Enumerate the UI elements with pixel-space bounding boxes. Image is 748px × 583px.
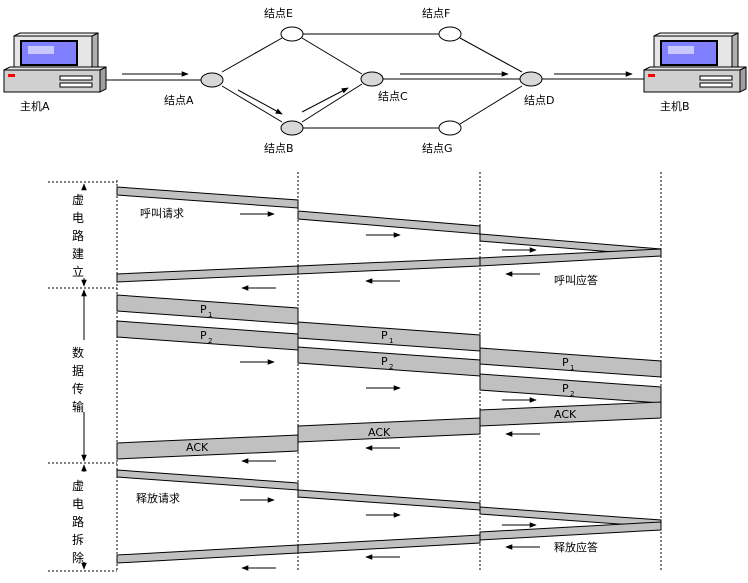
svg-text:数: 数 [72, 345, 84, 360]
svg-text:据: 据 [72, 364, 84, 378]
svg-text:2: 2 [389, 363, 393, 371]
ack-arrows [241, 431, 540, 464]
host-b-computer-icon [643, 32, 747, 93]
svg-text:1: 1 [570, 364, 574, 372]
node-a-label: 结点A [164, 94, 194, 107]
phase-separators [48, 181, 117, 572]
svg-text:建: 建 [72, 247, 84, 261]
node-b [280, 120, 304, 136]
packet-p1-bands [116, 294, 662, 378]
ack-label-1: ACK [186, 441, 209, 454]
packet-p1-label-1: P 1 [200, 303, 212, 319]
node-d-label: 结点D [524, 94, 554, 107]
station-lines [116, 172, 662, 572]
svg-text:电: 电 [72, 211, 84, 225]
call-accept-arrows [241, 271, 540, 291]
phase-label-transfer: 数 据 传 输 [72, 345, 84, 414]
svg-text:除: 除 [72, 550, 84, 565]
node-b-label: 结点B [264, 142, 294, 155]
svg-text:2: 2 [208, 337, 212, 345]
svg-text:P: P [200, 303, 207, 316]
node-c-label: 结点C [378, 90, 408, 103]
call-request-arrows [240, 211, 537, 253]
topology-flow-arrows [122, 71, 633, 115]
phase-label-teardown: 虚 电 路 拆 除 [72, 479, 84, 565]
host-b-label: 主机B [660, 99, 690, 113]
svg-text:路: 路 [72, 514, 84, 529]
release-accept-arrows [241, 544, 540, 571]
node-g [438, 120, 462, 136]
ack-label-3: ACK [554, 408, 577, 421]
release-accept-label: 释放应答 [554, 540, 598, 554]
packet-p2-label-2: P 2 [381, 355, 393, 371]
packet-p1-label-3: P 1 [562, 356, 574, 372]
node-f-label: 结点F [422, 7, 450, 20]
svg-text:2: 2 [570, 390, 574, 398]
svg-text:虚: 虚 [72, 479, 84, 493]
node-e-label: 结点E [264, 7, 293, 20]
node-e [280, 26, 304, 42]
packet-p2-bands [116, 320, 662, 404]
svg-text:1: 1 [389, 337, 393, 345]
packet-p2-label-3: P 2 [562, 382, 574, 398]
packet-p2-label-1: P 2 [200, 329, 212, 345]
svg-text:P: P [381, 355, 388, 368]
svg-text:路: 路 [72, 228, 84, 243]
node-d [519, 71, 543, 87]
node-g-label: 结点G [422, 142, 453, 155]
host-a-computer-icon [3, 32, 107, 93]
ack-label-2: ACK [368, 426, 391, 439]
release-accept-bands [116, 521, 662, 564]
call-accept-label: 呼叫应答 [554, 273, 598, 287]
packet-p1-label-2: P 1 [381, 329, 393, 345]
release-request-bands [116, 469, 662, 528]
call-accept-bands [116, 248, 662, 283]
release-request-label: 释放请求 [136, 491, 180, 505]
node-f [438, 26, 462, 42]
svg-text:虚: 虚 [72, 193, 84, 207]
ack-bands [116, 401, 662, 460]
svg-text:拆: 拆 [72, 532, 84, 547]
network-links [106, 33, 644, 129]
svg-text:传: 传 [72, 381, 84, 396]
svg-text:P: P [200, 329, 207, 342]
svg-text:立: 立 [72, 264, 84, 279]
svg-text:P: P [562, 382, 569, 395]
phase-label-setup: 虚 电 路 建 立 [72, 193, 84, 279]
release-request-arrows [240, 497, 537, 528]
svg-text:P: P [381, 329, 388, 342]
svg-text:P: P [562, 356, 569, 369]
call-request-bands [116, 186, 662, 257]
node-a [200, 72, 224, 88]
svg-text:1: 1 [208, 311, 212, 319]
host-a-label: 主机A [20, 99, 50, 113]
call-request-label: 呼叫请求 [140, 207, 184, 220]
node-c [360, 71, 384, 87]
svg-text:电: 电 [72, 497, 84, 511]
data-transfer-arrows [240, 359, 537, 403]
svg-text:输: 输 [72, 399, 84, 414]
